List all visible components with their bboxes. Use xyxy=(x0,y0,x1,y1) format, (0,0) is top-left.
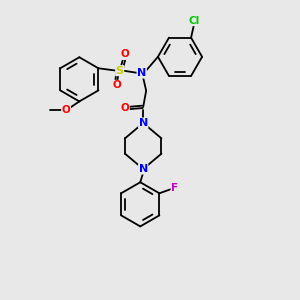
Text: N: N xyxy=(139,118,148,128)
Text: Cl: Cl xyxy=(188,16,200,26)
Text: O: O xyxy=(121,103,129,113)
Text: S: S xyxy=(116,66,124,76)
Text: O: O xyxy=(121,50,129,59)
Text: O: O xyxy=(62,105,70,115)
Text: N: N xyxy=(137,68,146,78)
Text: N: N xyxy=(139,164,148,174)
Text: F: F xyxy=(171,183,178,193)
Text: O: O xyxy=(112,80,121,90)
